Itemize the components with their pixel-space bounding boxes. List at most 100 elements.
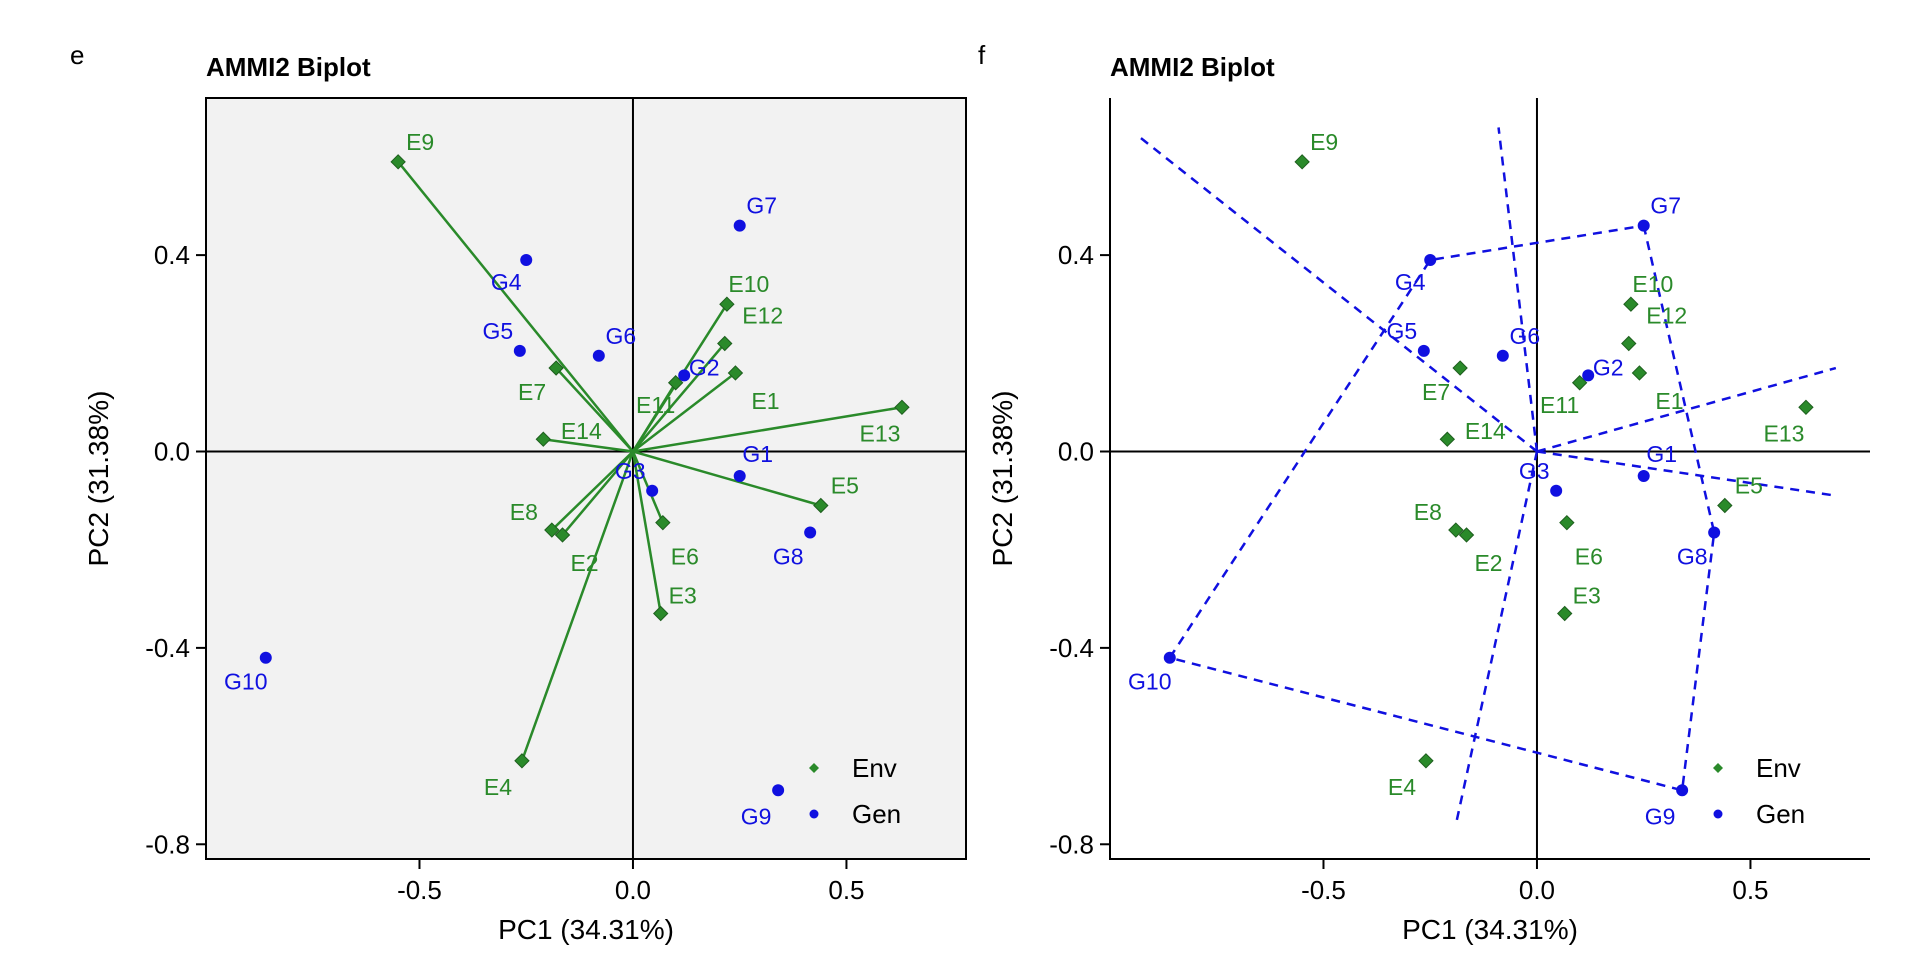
gen-label-g8: G8 [1677,544,1708,570]
env-label-e8: E8 [510,499,538,525]
gen-label-g4: G4 [1395,269,1426,295]
env-label-e9: E9 [1310,129,1338,155]
env-label-e5: E5 [831,473,859,499]
env-point-e11 [667,375,684,391]
legend-env-marker [809,763,819,773]
y-tick-label: -0.8 [145,829,190,859]
env-point-e2 [1458,527,1475,543]
env-point-e2 [554,527,571,543]
env-point-e4 [1418,753,1434,769]
chart-title: AMMI2 Biplot [206,52,371,82]
env-label-e10: E10 [1632,271,1673,297]
legend: Env Gen [809,753,901,829]
legend-gen-marker [809,809,819,819]
env-point-e1 [727,365,744,381]
env-label-e12: E12 [1646,302,1687,328]
gen-label-g2: G2 [1593,354,1624,380]
gen-point-g6 [592,349,605,362]
gen-label-g9: G9 [741,803,772,829]
env-vector-e14 [543,437,634,453]
x-axis-label: PC1 (34.31%) [1402,914,1578,945]
gen-point-g10 [1163,651,1176,664]
gen-label-g6: G6 [605,323,636,349]
gen-point-g3 [1550,484,1563,497]
gen-label-g5: G5 [1386,318,1417,344]
y-axis-label: PC2 (31.38%) [83,391,114,567]
gen-label-g1: G1 [742,441,773,467]
env-point-e8 [1448,522,1464,538]
gen-label-g3: G3 [615,458,646,484]
env-label-e6: E6 [1575,544,1603,570]
env-point-e3 [653,605,669,622]
env-point-e12 [1621,335,1637,352]
y-tick-label: -0.8 [1049,829,1094,859]
gen-label-g5: G5 [482,318,513,344]
y-axis-label: PC2 (31.38%) [987,391,1018,567]
env-vector-e2 [561,450,634,536]
gen-label-g6: G6 [1509,323,1540,349]
env-point-e8 [544,522,560,538]
chart-title: AMMI2 Biplot [1110,52,1275,82]
env-point-e5 [813,497,829,514]
env-label-e5: E5 [1735,473,1763,499]
env-point-e6 [655,514,671,531]
env-label-e7: E7 [1422,379,1450,405]
legend-env-label: Env [1756,753,1801,783]
env-vector-e3 [631,451,662,614]
env-point-e1 [1631,365,1648,381]
env-point-e9 [1294,154,1310,170]
gen-label-g8: G8 [773,544,804,570]
env-point-e3 [1557,605,1573,622]
y-tick-label: 0.4 [1058,240,1094,270]
env-label-e3: E3 [1573,583,1601,609]
x-tick-label: 0.0 [1519,875,1555,905]
panel-e: e AMMI2 Biplot -0.5 0.0 0.5 -0.8 -0.4 0.0 0.4 PC1… [70,40,967,945]
env-label-e9: E9 [406,129,434,155]
gen-point-g2 [678,369,691,382]
gen-point-g9 [1676,784,1689,797]
env-point-e7 [1452,360,1468,376]
env-vector-e8 [550,450,634,531]
polygon-hull [1167,224,1716,792]
env-label-e11: E11 [636,392,675,418]
gen-label-g10: G10 [224,669,267,695]
env-label-e12: E12 [742,302,783,328]
gen-point-g8 [1708,526,1721,539]
gen-point-g6 [1496,349,1509,362]
sector-ray-3 [1536,366,1837,453]
env-label-e10: E10 [728,271,769,297]
sector-ray-5 [1454,451,1539,825]
env-point-e12 [717,335,733,352]
gen-point-g8 [804,526,817,539]
gen-point-g10 [259,651,272,664]
env-label-e1: E1 [751,388,779,414]
env-point-e11 [1571,375,1588,391]
gen-point-g4 [520,254,533,267]
env-label-e2: E2 [570,550,598,576]
env-point-e7 [548,360,564,376]
y-tick-label: -0.4 [1049,633,1094,663]
env-label-e6: E6 [671,544,699,570]
gen-point-g2 [1582,369,1595,382]
gen-point-g5 [1417,344,1430,357]
env-label-e4: E4 [1388,774,1416,800]
env-label-e4: E4 [484,774,512,800]
y-tick-label: 0.0 [1058,436,1094,466]
env-label-e3: E3 [669,583,697,609]
env-vector-e13 [632,406,903,453]
env-label-e7: E7 [518,379,546,405]
gen-label-g7: G7 [746,193,777,219]
legend-env-label: Env [852,753,897,783]
gen-point-g7 [733,219,746,232]
sector-ray-1 [1139,136,1538,453]
env-vector-e11 [631,382,677,453]
env-point-e6 [1559,514,1575,531]
legend-gen-marker [1713,809,1723,819]
env-vector-e9 [397,161,634,453]
gen-point-g3 [646,484,659,497]
gen-point-g1 [733,470,746,483]
y-tick-label: 0.0 [154,436,190,466]
gen-point-g4 [1424,254,1437,267]
